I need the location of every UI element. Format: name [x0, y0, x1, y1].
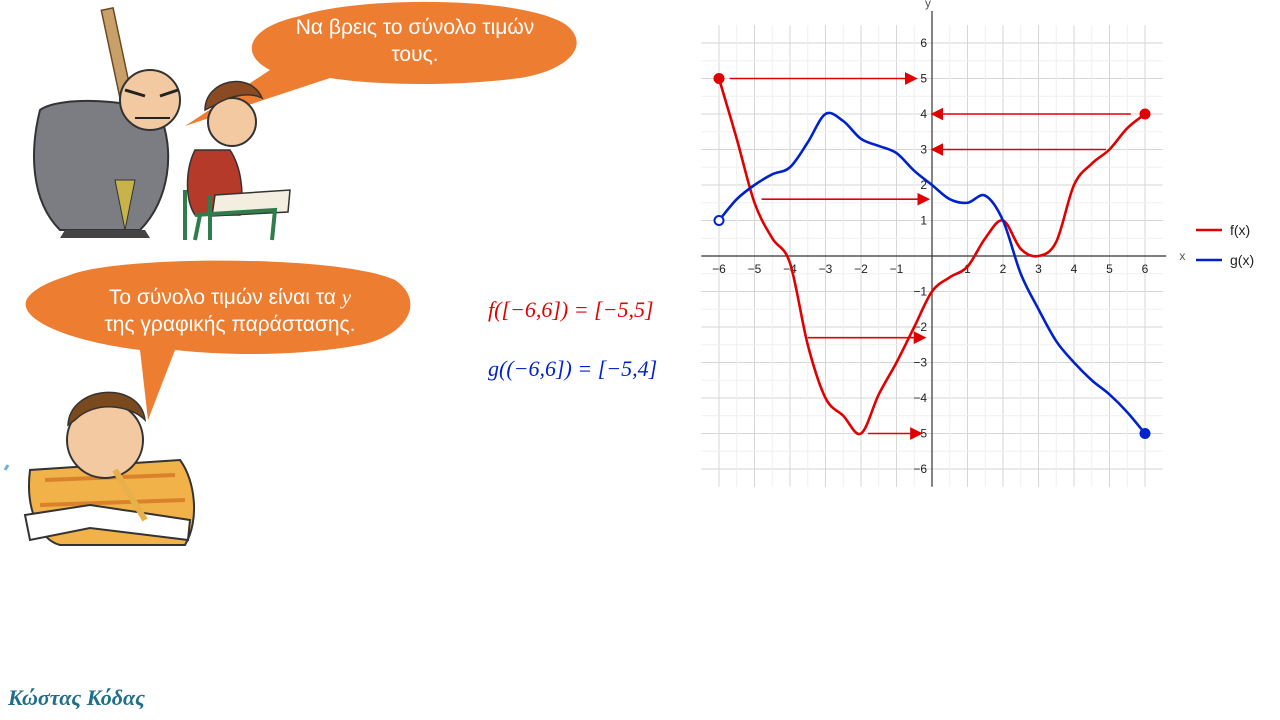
formula-g-range: g((−6,6]) = [−5,4]	[488, 356, 658, 381]
series-line-f	[717, 78, 1146, 436]
y-tick-label: −4	[913, 391, 927, 405]
author-signature: Κώστας Κόδας	[8, 685, 145, 710]
x-tick-label: 1	[964, 262, 971, 276]
bubble-bottom-text: Το σύνολο τιμών είναι τα y της γραφικής …	[50, 284, 410, 339]
bubble-bottom-line1: Το σύνολο τιμών είναι τα	[108, 286, 336, 309]
x-tick-label: −6	[712, 262, 726, 276]
series-line-g	[717, 111, 1146, 435]
x-axis-label: x	[1179, 249, 1185, 263]
x-tick-label: 4	[1071, 262, 1078, 276]
legend-label: g(x)	[1230, 252, 1254, 268]
teacher-student-illustration	[33, 6, 291, 241]
x-tick-label: −3	[819, 262, 833, 276]
series-endpoint-start	[713, 73, 725, 84]
speech-bubble-bottom	[25, 260, 411, 420]
bubble-bottom-line2: της γραφικής παράστασης.	[104, 313, 356, 337]
x-tick-label: 5	[1106, 262, 1113, 276]
x-tick-label: −2	[854, 262, 868, 276]
x-tick-label: −5	[748, 262, 762, 276]
y-tick-label: 6	[920, 36, 927, 50]
y-tick-label: 5	[920, 72, 927, 86]
x-tick-label: 2	[1000, 262, 1007, 276]
series-endpoint-end	[1139, 428, 1151, 439]
y-tick-label: 2	[920, 178, 927, 192]
y-tick-label: 3	[920, 143, 927, 157]
y-tick-label: −6	[913, 462, 927, 476]
speech-bubble-top	[185, 1, 577, 127]
x-tick-label: 3	[1035, 262, 1042, 276]
thinking-student-illustration	[3, 391, 196, 546]
chart-legend: f(x) g(x)	[1196, 222, 1254, 268]
x-tick-label: 6	[1142, 262, 1149, 276]
x-tick-label: −1	[890, 262, 904, 276]
y-tick-label: −3	[913, 356, 927, 370]
y-tick-label: 4	[920, 107, 927, 121]
bubble-top-text: Να βρεις το σύνολο τιμών τους.	[295, 16, 535, 67]
y-tick-label: −1	[913, 285, 927, 299]
legend-label: f(x)	[1230, 222, 1250, 238]
formula-f-range: f([−6,6]) = [−5,5]	[488, 297, 654, 322]
series-endpoint-end	[1139, 108, 1151, 120]
chart-axes: xy	[701, 0, 1185, 487]
y-axis-label: y	[925, 0, 931, 10]
y-tick-label: 1	[920, 214, 927, 228]
series-endpoint-start	[713, 215, 725, 226]
bubble-bottom-variable: y	[341, 285, 352, 309]
chart-series	[713, 73, 1151, 439]
range-arrows	[729, 72, 1131, 440]
